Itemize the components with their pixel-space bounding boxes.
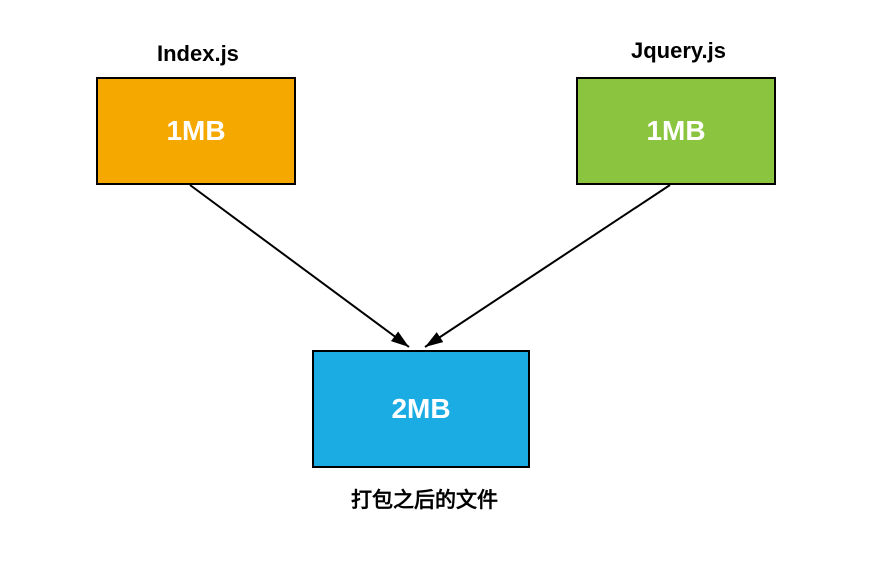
edge-jquery-to-bundle (425, 185, 670, 347)
node-value-index: 1MB (166, 115, 225, 147)
diagram-canvas: Index.js Jquery.js 打包之后的文件 1MB 1MB 2MB (0, 0, 896, 564)
node-label-jquery: Jquery.js (631, 38, 726, 64)
node-label-bundle: 打包之后的文件 (351, 484, 498, 514)
node-value-jquery: 1MB (646, 115, 705, 147)
node-label-index: Index.js (157, 41, 239, 67)
node-box-bundle: 2MB (312, 350, 530, 468)
node-box-index: 1MB (96, 77, 296, 185)
edge-index-to-bundle (190, 185, 409, 347)
node-value-bundle: 2MB (391, 393, 450, 425)
node-box-jquery: 1MB (576, 77, 776, 185)
